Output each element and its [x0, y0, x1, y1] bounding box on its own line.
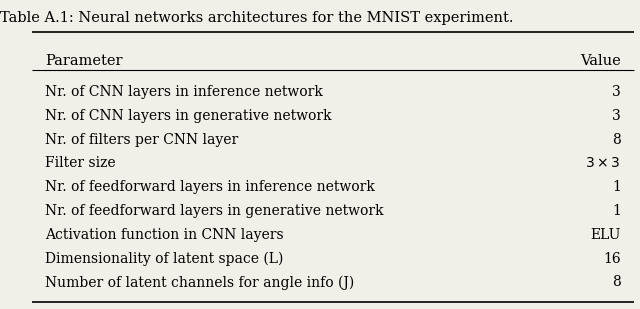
Text: Number of latent channels for angle info (J): Number of latent channels for angle info… — [45, 275, 354, 290]
Text: Nr. of filters per CNN layer: Nr. of filters per CNN layer — [45, 133, 238, 146]
Text: Table A.1: Neural networks architectures for the MNIST experiment.: Table A.1: Neural networks architectures… — [0, 11, 513, 25]
Text: Nr. of feedforward layers in generative network: Nr. of feedforward layers in generative … — [45, 204, 383, 218]
Text: Nr. of feedforward layers in inference network: Nr. of feedforward layers in inference n… — [45, 180, 374, 194]
Text: Value: Value — [580, 54, 621, 68]
Text: 8: 8 — [612, 133, 621, 146]
Text: Dimensionality of latent space (L): Dimensionality of latent space (L) — [45, 252, 283, 266]
Text: Activation function in CNN layers: Activation function in CNN layers — [45, 228, 284, 242]
Text: Filter size: Filter size — [45, 156, 115, 170]
Text: 1: 1 — [612, 180, 621, 194]
Text: $3 \times 3$: $3 \times 3$ — [585, 156, 621, 170]
Text: 8: 8 — [612, 275, 621, 289]
Text: ELU: ELU — [591, 228, 621, 242]
Text: 1: 1 — [612, 204, 621, 218]
Text: 16: 16 — [603, 252, 621, 265]
Text: Nr. of CNN layers in generative network: Nr. of CNN layers in generative network — [45, 109, 332, 123]
Text: 3: 3 — [612, 109, 621, 123]
Text: Nr. of CNN layers in inference network: Nr. of CNN layers in inference network — [45, 85, 323, 99]
Text: 3: 3 — [612, 85, 621, 99]
Text: Parameter: Parameter — [45, 54, 122, 68]
